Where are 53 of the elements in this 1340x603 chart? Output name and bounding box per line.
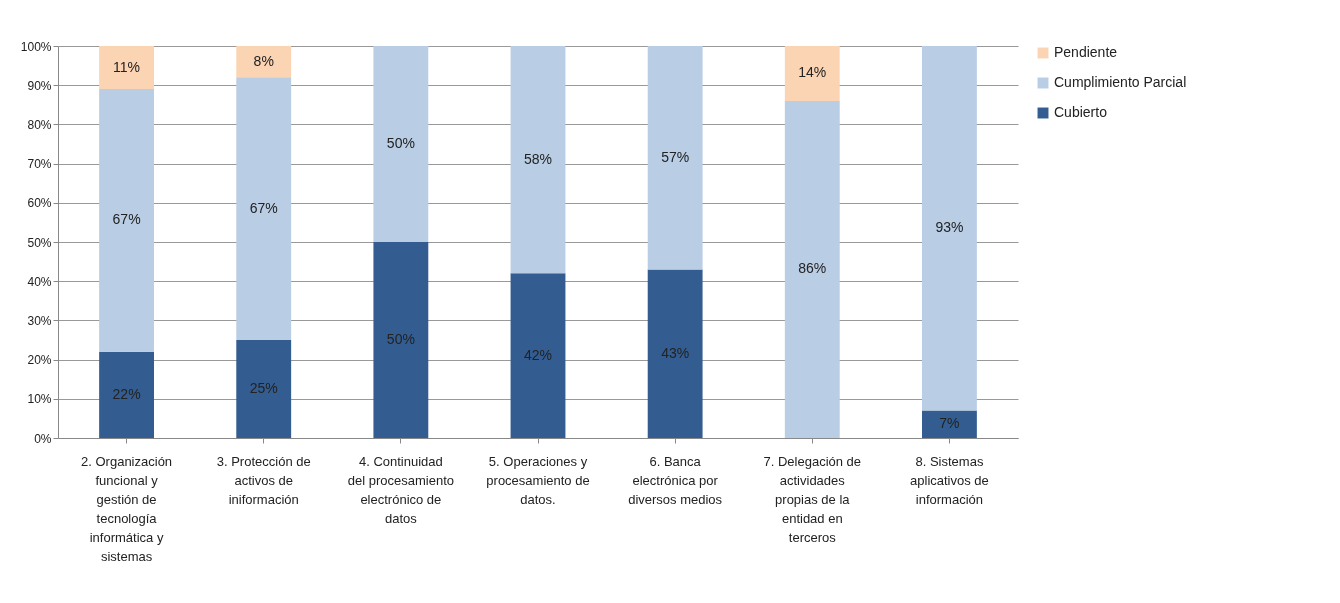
data-label: 93% xyxy=(935,219,964,236)
data-label: 67% xyxy=(112,211,141,228)
bar xyxy=(373,46,429,242)
data-label: 57% xyxy=(661,148,690,165)
bar xyxy=(647,46,703,270)
x-tick-label: 4. Continuidad del procesamiento electrónico de datos xyxy=(347,453,454,526)
data-label: 50% xyxy=(386,331,415,347)
data-label: 43% xyxy=(661,344,690,361)
data-label: 8% xyxy=(253,52,274,69)
data-label: 7% xyxy=(939,415,960,432)
bar xyxy=(99,89,154,352)
bar xyxy=(922,46,977,411)
y-tick-label: 10% xyxy=(27,392,52,407)
bar xyxy=(922,410,977,438)
y-tick-label: 80% xyxy=(27,117,52,132)
y-tick-label: 70% xyxy=(27,157,52,172)
x-tick-label: 8. Sistemas aplicativos de información xyxy=(910,453,989,507)
legend-label: Cumplimiento Parcial xyxy=(1054,74,1187,90)
y-tick-label: 100% xyxy=(20,39,52,54)
bar xyxy=(510,46,566,274)
bar xyxy=(373,242,429,438)
bar xyxy=(784,100,840,438)
y-tick-label: 40% xyxy=(27,274,52,289)
data-label: 50% xyxy=(386,135,415,151)
y-tick-label: 50% xyxy=(27,235,52,250)
y-tick-label: 20% xyxy=(27,353,52,368)
y-tick-label: 60% xyxy=(27,196,52,211)
bar xyxy=(510,273,566,438)
x-tick-label: 3. Protección de activos de iniformación xyxy=(216,453,311,507)
data-label: 22% xyxy=(112,385,141,402)
x-tick-label: 5. Operaciones y procesamiento de datos. xyxy=(486,453,590,507)
x-tick-label: 6. Banca electrónica por diversos medios xyxy=(628,453,723,507)
data-label: 25% xyxy=(249,380,278,396)
bar xyxy=(99,46,154,90)
data-label: 67% xyxy=(249,199,278,216)
bar xyxy=(236,340,292,438)
data-label: 58% xyxy=(523,150,553,167)
y-tick-label: 30% xyxy=(27,313,52,328)
y-tick-label: 90% xyxy=(27,78,52,93)
bar xyxy=(647,269,703,438)
legend-label: Cubierto xyxy=(1054,104,1108,120)
bar xyxy=(784,46,840,101)
legend-label: Pendiente xyxy=(1054,44,1118,60)
data-label: 11% xyxy=(113,58,141,75)
y-tick-label: 0% xyxy=(34,431,52,446)
data-label: 42% xyxy=(523,346,553,363)
data-label: 14% xyxy=(798,64,827,81)
bar xyxy=(236,46,292,78)
bar xyxy=(236,77,292,340)
x-tick-label: 7. Delegación de actividades propias de la entidad en terceros xyxy=(763,453,862,545)
bar xyxy=(99,351,154,438)
data-label: 86% xyxy=(798,260,827,277)
x-tick-label: 2. Organización funcional y gestión de tecnología informática y sistemas xyxy=(81,453,173,564)
